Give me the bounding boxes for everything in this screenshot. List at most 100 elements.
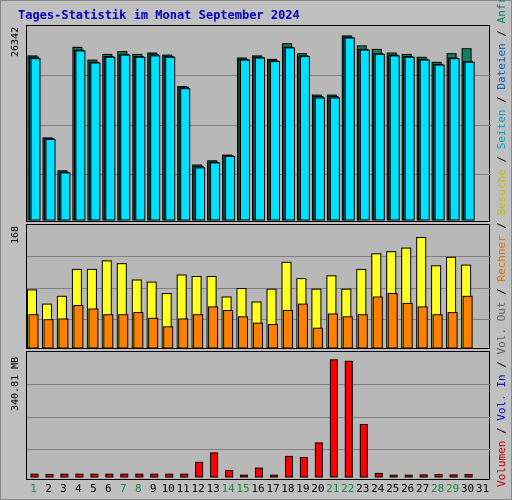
x-tick-label: 29 [445, 482, 460, 495]
rechner-bar [163, 326, 174, 349]
x-tick-label: 2 [45, 482, 52, 495]
seiten-bar [359, 49, 370, 221]
rechner-bar [118, 314, 129, 349]
seiten-bar [285, 47, 295, 221]
volumen-bar [434, 474, 443, 478]
seiten-bar [30, 58, 41, 221]
x-tick-label: 8 [134, 482, 142, 495]
legend-item: / [495, 281, 508, 302]
rechner-bar [253, 322, 263, 349]
requests-y-max-label: 26342 [10, 26, 21, 57]
rechner-bar [357, 314, 368, 349]
seiten-bar [165, 56, 176, 221]
x-tick-label: 3 [60, 482, 67, 495]
legend-item: Dateien [495, 43, 508, 90]
volumen-bar [195, 461, 204, 478]
volumen-bar [270, 474, 278, 478]
volumen-bar [60, 473, 69, 478]
seiten-bar [240, 59, 250, 221]
volumen-bar [464, 474, 473, 478]
legend-item: Volumen [495, 440, 508, 487]
seiten-bar [180, 88, 191, 221]
x-tick-label: 15 [236, 482, 250, 495]
x-tick-label: 16 [251, 482, 265, 495]
rechner-bar [417, 306, 428, 349]
legend-item: / [495, 89, 508, 110]
x-tick-label: 24 [371, 482, 385, 495]
seiten-bar [374, 53, 385, 221]
seiten-bar [389, 55, 400, 221]
volumen-bar [285, 455, 293, 478]
x-tick-label: 12 [191, 482, 205, 495]
volume-y-max-label: 340.81 MB [10, 356, 21, 411]
panel-volume [26, 351, 491, 480]
seiten-bar [195, 167, 206, 221]
rechner-bar [178, 318, 189, 349]
x-tick-label: 14 [221, 482, 235, 495]
volumen-bar [150, 473, 159, 478]
rechner-bar [372, 296, 383, 349]
rechner-bar [148, 317, 159, 349]
legend-item: / [495, 215, 508, 236]
volumen-bar [225, 470, 234, 478]
x-tick-label: 5 [90, 482, 97, 495]
rechner-bar [28, 314, 39, 349]
x-tick-label: 10 [161, 482, 175, 495]
x-tick-label: 20 [311, 482, 325, 495]
volumen-bar [165, 473, 174, 478]
legend-item: Vol. In [495, 374, 508, 421]
x-tick-label: 17 [266, 482, 280, 495]
legend: Volumen / Vol. In / Vol. Out / Rechner /… [495, 0, 508, 487]
visits-y-max-label: 168 [10, 225, 21, 244]
volumen-bar [75, 473, 84, 478]
rechner-bar [103, 314, 114, 349]
chart-title: Tages-Statistik im Monat September 2024 [18, 8, 300, 22]
rechner-bar [312, 327, 323, 349]
volumen-bar [344, 360, 353, 478]
panel-requests [26, 25, 491, 222]
volumen-bar [240, 474, 248, 478]
x-tick-label: 23 [356, 482, 370, 495]
seiten-bar [210, 162, 221, 221]
seiten-bar [150, 55, 161, 221]
volumen-bar [359, 424, 368, 478]
x-tick-label: 27 [415, 482, 430, 495]
volumen-bar [389, 474, 398, 478]
volumen-bar [210, 452, 219, 478]
volumen-bar [449, 474, 458, 478]
seiten-bar [90, 62, 101, 221]
volumen-bar [419, 474, 428, 478]
volumen-bar [45, 474, 54, 478]
rechner-bar [193, 314, 204, 349]
x-tick-label: 13 [206, 482, 220, 495]
rechner-bar [447, 312, 458, 349]
x-tick-label: 9 [149, 482, 157, 495]
x-tick-label: 25 [386, 482, 400, 495]
rechner-bar [208, 306, 219, 349]
rechner-bar [73, 305, 84, 349]
volumen-bar [314, 442, 323, 478]
x-tick-label: 28 [430, 482, 445, 495]
panel-visits [26, 224, 491, 349]
seiten-bar [449, 58, 460, 221]
x-tick-label: 6 [104, 482, 112, 495]
x-tick-label: 1 [30, 482, 37, 495]
seiten-bar [314, 97, 325, 221]
volumen-bar [30, 473, 39, 478]
visits-bar-chart [27, 237, 491, 349]
volumen-bar [90, 473, 99, 478]
legend-item: / [495, 149, 508, 170]
x-tick-label: 18 [281, 482, 295, 495]
volumen-bar [299, 457, 308, 478]
rechner-bar [462, 295, 473, 349]
seiten-bar [105, 56, 116, 221]
rechner-bar [88, 308, 99, 349]
x-tick-label: 7 [119, 482, 127, 495]
seiten-bar [45, 138, 56, 221]
x-tick-label: 26 [401, 482, 415, 495]
x-tick-label: 30 [460, 482, 475, 495]
volumen-bar [255, 467, 263, 478]
volumen-bar [180, 473, 189, 478]
legend-item: Besuche [495, 169, 508, 216]
rechner-bar [43, 319, 54, 349]
